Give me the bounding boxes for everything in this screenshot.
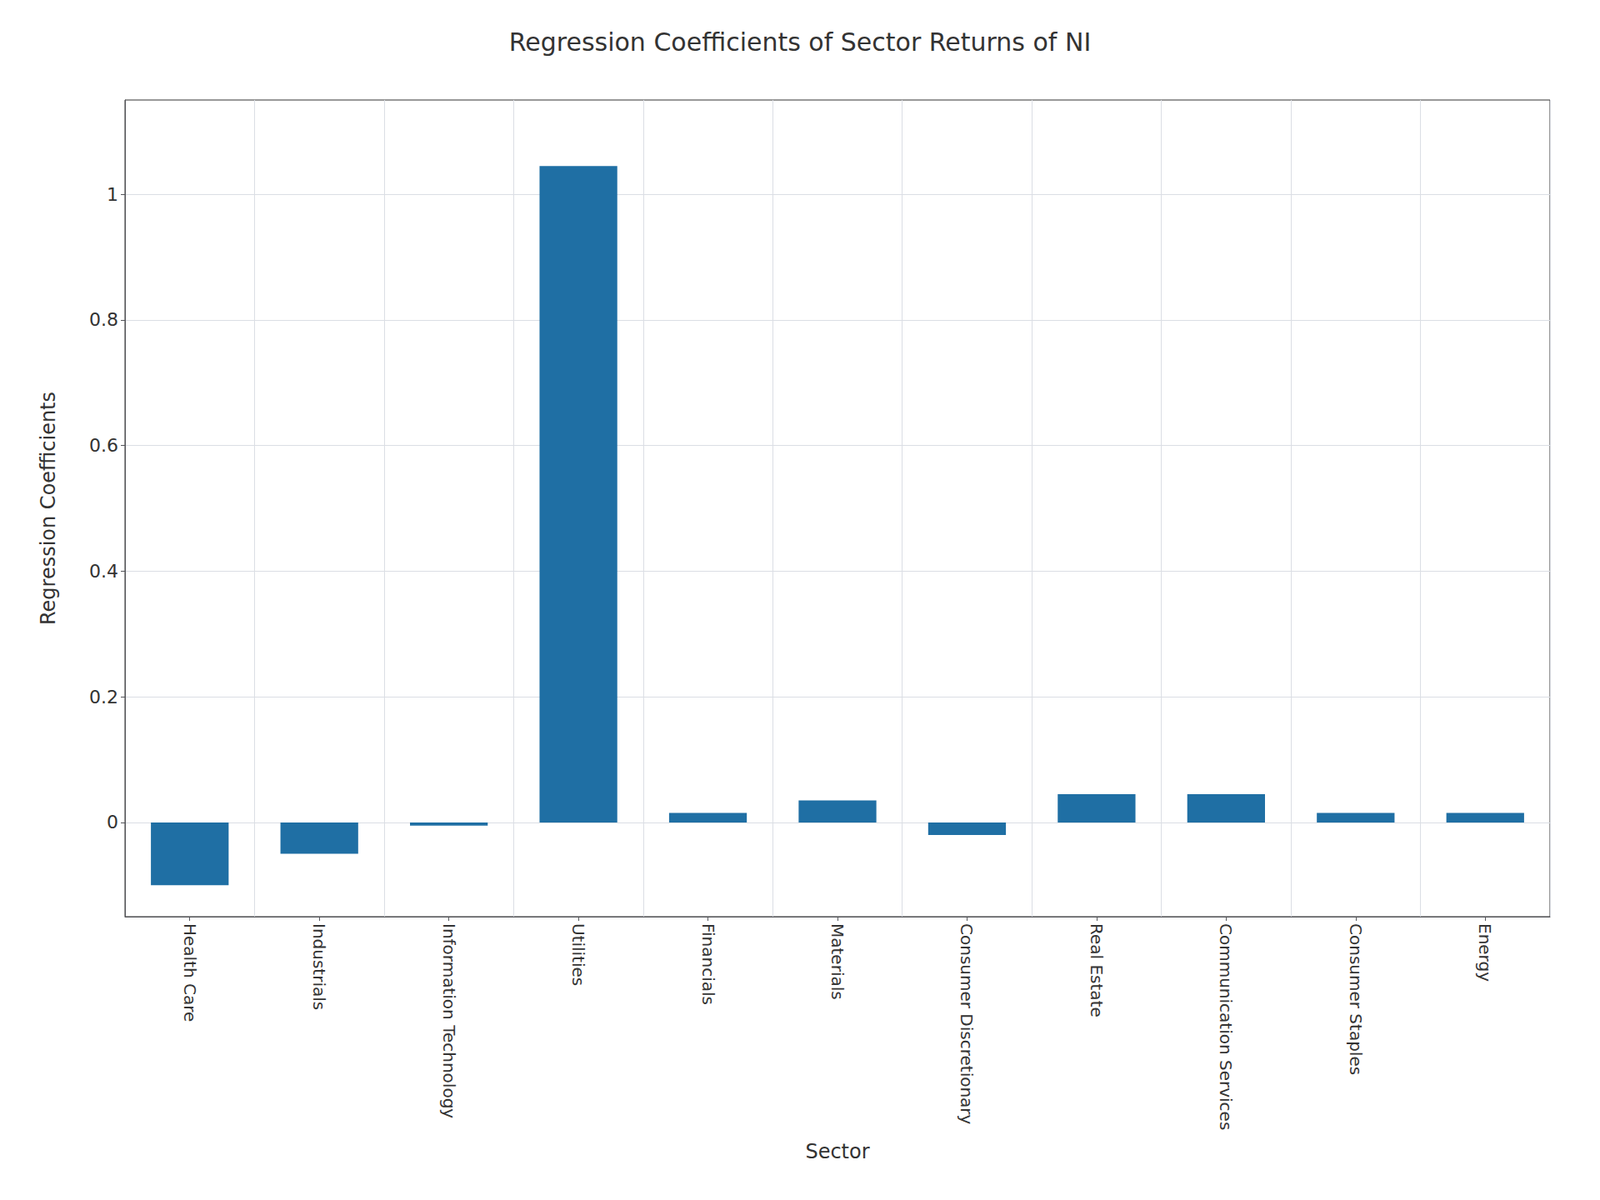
svg-text:0: 0: [106, 811, 119, 833]
svg-text:Sector: Sector: [805, 1140, 870, 1164]
svg-text:Information Technology: Information Technology: [439, 923, 460, 1119]
svg-text:Consumer Discretionary: Consumer Discretionary: [956, 923, 977, 1125]
svg-text:Communication Services: Communication Services: [1215, 923, 1236, 1130]
svg-text:Industrials: Industrials: [309, 923, 330, 1010]
svg-text:Energy: Energy: [1475, 923, 1495, 982]
svg-text:1: 1: [106, 184, 119, 205]
svg-text:0.6: 0.6: [89, 435, 119, 456]
svg-text:Regression Coefficients of Sec: Regression Coefficients of Sector Return…: [509, 27, 1092, 57]
svg-text:Real Estate: Real Estate: [1086, 923, 1107, 1018]
svg-text:0.2: 0.2: [89, 686, 119, 708]
svg-text:Consumer Staples: Consumer Staples: [1345, 923, 1366, 1075]
svg-text:Regression Coefficients: Regression Coefficients: [36, 391, 60, 625]
svg-text:Financials: Financials: [698, 923, 719, 1005]
svg-text:Utilities: Utilities: [568, 923, 589, 986]
svg-text:Materials: Materials: [827, 923, 848, 1000]
svg-text:0.8: 0.8: [89, 309, 119, 330]
svg-text:0.4: 0.4: [89, 560, 119, 582]
svg-text:Health Care: Health Care: [180, 923, 200, 1022]
